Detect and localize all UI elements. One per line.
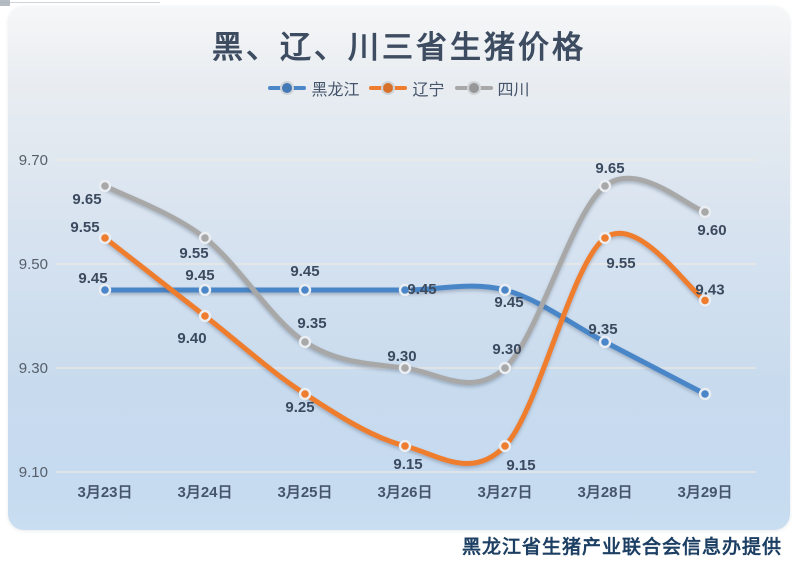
legend-label: 黑龙江 (311, 82, 360, 99)
data-point-label: 9.45 (494, 294, 523, 311)
data-point-marker[interactable] (498, 439, 512, 453)
data-point-marker[interactable] (198, 231, 212, 245)
data-point-label: 9.40 (177, 330, 206, 347)
data-point-marker[interactable] (698, 387, 712, 401)
cell-corner-artifact (0, 0, 10, 6)
data-point-marker[interactable] (598, 179, 612, 193)
data-point-marker[interactable] (298, 335, 312, 349)
data-point-marker[interactable] (298, 283, 312, 297)
data-point-label: 9.55 (606, 255, 635, 272)
legend-item-1[interactable]: 辽宁 (369, 76, 445, 100)
data-point-label: 9.45 (78, 270, 107, 287)
data-point-label: 9.65 (595, 160, 624, 177)
data-point-label: 9.45 (407, 281, 436, 298)
data-point-label: 9.15 (506, 457, 535, 474)
data-point-marker[interactable] (198, 309, 212, 323)
legend-line-dot-icon (268, 83, 307, 93)
data-point-label: 9.55 (179, 245, 208, 262)
legend-item-2[interactable]: 四川 (454, 76, 530, 100)
data-point-marker[interactable] (498, 283, 512, 297)
data-point-marker[interactable] (298, 387, 312, 401)
data-point-label: 9.30 (387, 348, 416, 365)
chart-legend: 黑龙江 辽宁 四川 (8, 76, 790, 100)
x-tick-label: 3月27日 (477, 484, 532, 501)
data-point-label: 9.43 (695, 281, 724, 298)
data-point-marker[interactable] (598, 335, 612, 349)
legend-label: 辽宁 (412, 82, 445, 99)
x-tick-label: 3月23日 (77, 484, 132, 501)
y-tick-label: 9.50 (19, 256, 48, 273)
data-point-marker[interactable] (398, 361, 412, 375)
data-point-label: 9.15 (393, 456, 422, 473)
x-tick-label: 3月28日 (577, 484, 632, 501)
data-point-marker[interactable] (398, 283, 412, 297)
legend-item-0[interactable]: 黑龙江 (268, 76, 359, 100)
data-point-marker[interactable] (598, 231, 612, 245)
data-point-marker[interactable] (198, 283, 212, 297)
data-point-marker[interactable] (498, 361, 512, 375)
data-point-label: 9.60 (697, 222, 726, 239)
chart-title: 黑、辽、川三省生猪价格 (212, 30, 586, 65)
legend-label: 四川 (497, 82, 530, 99)
data-point-label: 9.65 (72, 191, 101, 208)
x-tick-label: 3月29日 (677, 484, 732, 501)
data-point-label: 9.35 (297, 315, 326, 332)
legend-line-dot-icon (454, 83, 493, 93)
data-point-marker[interactable] (698, 294, 712, 307)
data-point-label: 9.45 (185, 267, 214, 284)
legend-line-dot-icon (369, 83, 408, 93)
source-note: 黑龙江省生猪产业联合会信息办提供 (461, 537, 782, 558)
y-tick-label: 9.10 (19, 464, 48, 481)
data-point-label: 9.30 (492, 341, 521, 358)
cell-border-artifact (0, 2, 160, 3)
data-point-marker[interactable] (98, 231, 112, 245)
x-tick-label: 3月24日 (177, 484, 232, 501)
data-point-marker[interactable] (698, 205, 712, 219)
y-tick-label: 9.30 (19, 360, 48, 377)
x-tick-label: 3月26日 (377, 484, 432, 501)
data-point-label: 9.25 (285, 399, 314, 416)
x-tick-label: 3月25日 (277, 484, 332, 501)
data-point-label: 9.45 (290, 263, 319, 280)
data-point-marker[interactable] (98, 283, 112, 297)
data-point-marker[interactable] (398, 439, 412, 453)
data-point-marker[interactable] (98, 179, 112, 193)
data-point-label: 9.55 (70, 219, 99, 236)
y-tick-label: 9.70 (19, 152, 48, 169)
data-point-label: 9.35 (588, 321, 617, 338)
